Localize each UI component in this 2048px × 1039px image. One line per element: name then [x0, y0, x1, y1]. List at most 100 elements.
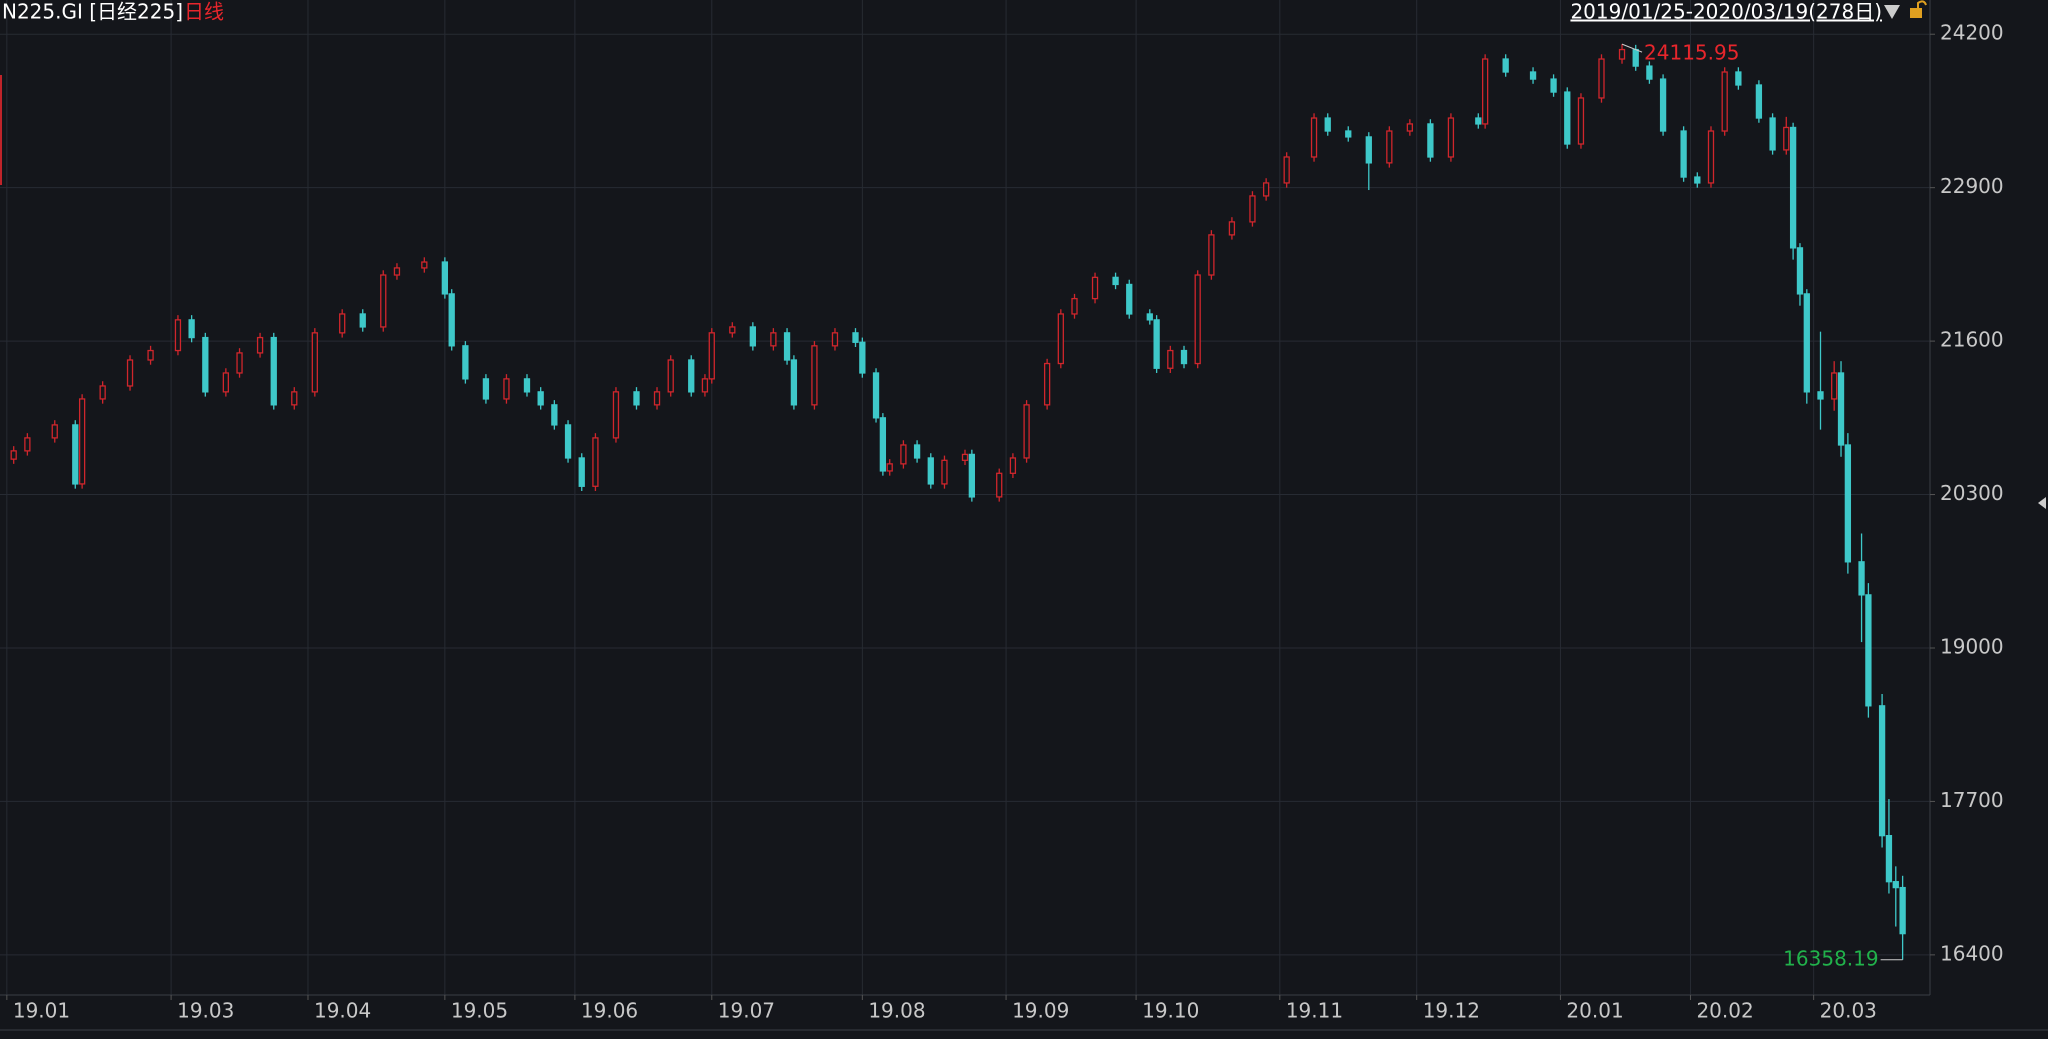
candle-body	[831, 332, 839, 347]
candle-body	[311, 332, 318, 393]
lock-icon	[1917, 0, 1927, 8]
y-tick-label: 19000	[1940, 634, 2004, 658]
max-label: 24115.95	[1644, 41, 1739, 65]
candle-body	[1837, 372, 1845, 446]
x-tick-label: 19.04	[314, 999, 371, 1023]
candle-body	[537, 391, 544, 406]
candle-body	[1755, 84, 1763, 119]
x-tick-label: 19.09	[1012, 999, 1069, 1023]
candle-body	[1564, 91, 1571, 145]
candle-body	[968, 453, 975, 498]
candle-body	[1365, 136, 1372, 164]
candle-body	[1831, 372, 1838, 400]
candle-body	[482, 378, 490, 400]
candles	[10, 44, 1906, 960]
candle-body	[564, 424, 572, 459]
x-tick-label: 20.02	[1696, 999, 1753, 1023]
candle-body	[1899, 886, 1906, 935]
date-range[interactable]: 2019/01/25-2020/03/19(278日)	[1570, 0, 1882, 24]
period: 日线	[184, 0, 224, 24]
candle-body	[236, 352, 243, 374]
candle-body	[688, 359, 695, 393]
candle-body	[1481, 58, 1489, 125]
x-tick-label: 19.01	[13, 999, 70, 1023]
candle-body	[339, 313, 346, 334]
candle-body	[1153, 319, 1160, 369]
candle-body	[1427, 123, 1434, 158]
candle-body	[961, 453, 969, 461]
candle-body	[1783, 126, 1790, 151]
candle-body	[701, 378, 709, 393]
candle-body	[1789, 126, 1797, 249]
candle-body	[612, 391, 620, 439]
candle-body	[879, 417, 887, 472]
candle-body	[1796, 247, 1804, 295]
candle-body	[462, 345, 469, 380]
candle-body	[770, 332, 777, 347]
candle-body	[1043, 362, 1051, 406]
candle-body	[886, 463, 893, 472]
candle-body	[1208, 234, 1215, 276]
candle-body	[1735, 71, 1742, 86]
candle-body	[222, 372, 230, 393]
candle-body	[633, 391, 640, 406]
x-tick-label: 19.08	[868, 999, 925, 1023]
candle-body	[1502, 58, 1509, 73]
candle-body	[1009, 457, 1017, 474]
candle-body	[1598, 58, 1605, 99]
candle-body	[99, 385, 106, 400]
candle-body	[1632, 48, 1639, 67]
candle-body	[1146, 313, 1153, 321]
candle-body	[147, 349, 154, 361]
candle-body	[1817, 391, 1824, 400]
candle-body	[1803, 293, 1810, 393]
candle-body	[1447, 117, 1455, 158]
y-tick-label: 17700	[1940, 788, 2004, 812]
candle-body	[1262, 182, 1270, 197]
lock-icon[interactable]	[1910, 8, 1922, 18]
y-tick-label: 22900	[1940, 174, 2004, 198]
candle-body	[1680, 130, 1687, 178]
candle-body	[24, 437, 31, 452]
candle-body	[202, 336, 209, 393]
candle-body	[1324, 117, 1331, 132]
candle-body	[1283, 156, 1290, 184]
candle-body	[10, 450, 17, 460]
y-tick-label: 16400	[1940, 941, 2004, 965]
candle-body	[1194, 274, 1201, 365]
candle-body	[1249, 195, 1256, 223]
candle-body	[1345, 130, 1352, 138]
candle-body	[1386, 130, 1393, 164]
x-tick-label: 20.03	[1820, 999, 1877, 1023]
candle-body	[1885, 835, 1893, 883]
scroll-marker	[2038, 497, 2046, 509]
candle-body	[1618, 48, 1626, 60]
candle-body	[811, 345, 818, 406]
candle-body	[441, 261, 449, 295]
candle-body	[592, 437, 599, 487]
candle-body	[941, 459, 948, 485]
candle-body	[448, 293, 455, 347]
candle-body	[1071, 297, 1078, 315]
candle-body	[78, 398, 86, 485]
x-tick-label: 19.10	[1142, 999, 1199, 1023]
candle-body	[996, 472, 1003, 498]
candle-body	[578, 457, 585, 487]
candle-body	[1126, 283, 1133, 315]
x-tick-label: 19.05	[451, 999, 508, 1023]
candle-body	[1577, 97, 1585, 145]
range-dropdown[interactable]	[1884, 5, 1900, 19]
candle-body	[708, 332, 715, 380]
candle-body	[783, 332, 791, 361]
x-tick-label: 19.11	[1286, 999, 1343, 1023]
candle-body	[872, 372, 880, 419]
candle-body	[1878, 705, 1886, 837]
y-tick-label: 20300	[1940, 481, 2004, 505]
candle-body	[1694, 176, 1701, 184]
candle-body	[1112, 276, 1119, 286]
candle-body	[667, 359, 674, 393]
candle-body	[852, 332, 859, 343]
candle-body	[1858, 561, 1865, 596]
